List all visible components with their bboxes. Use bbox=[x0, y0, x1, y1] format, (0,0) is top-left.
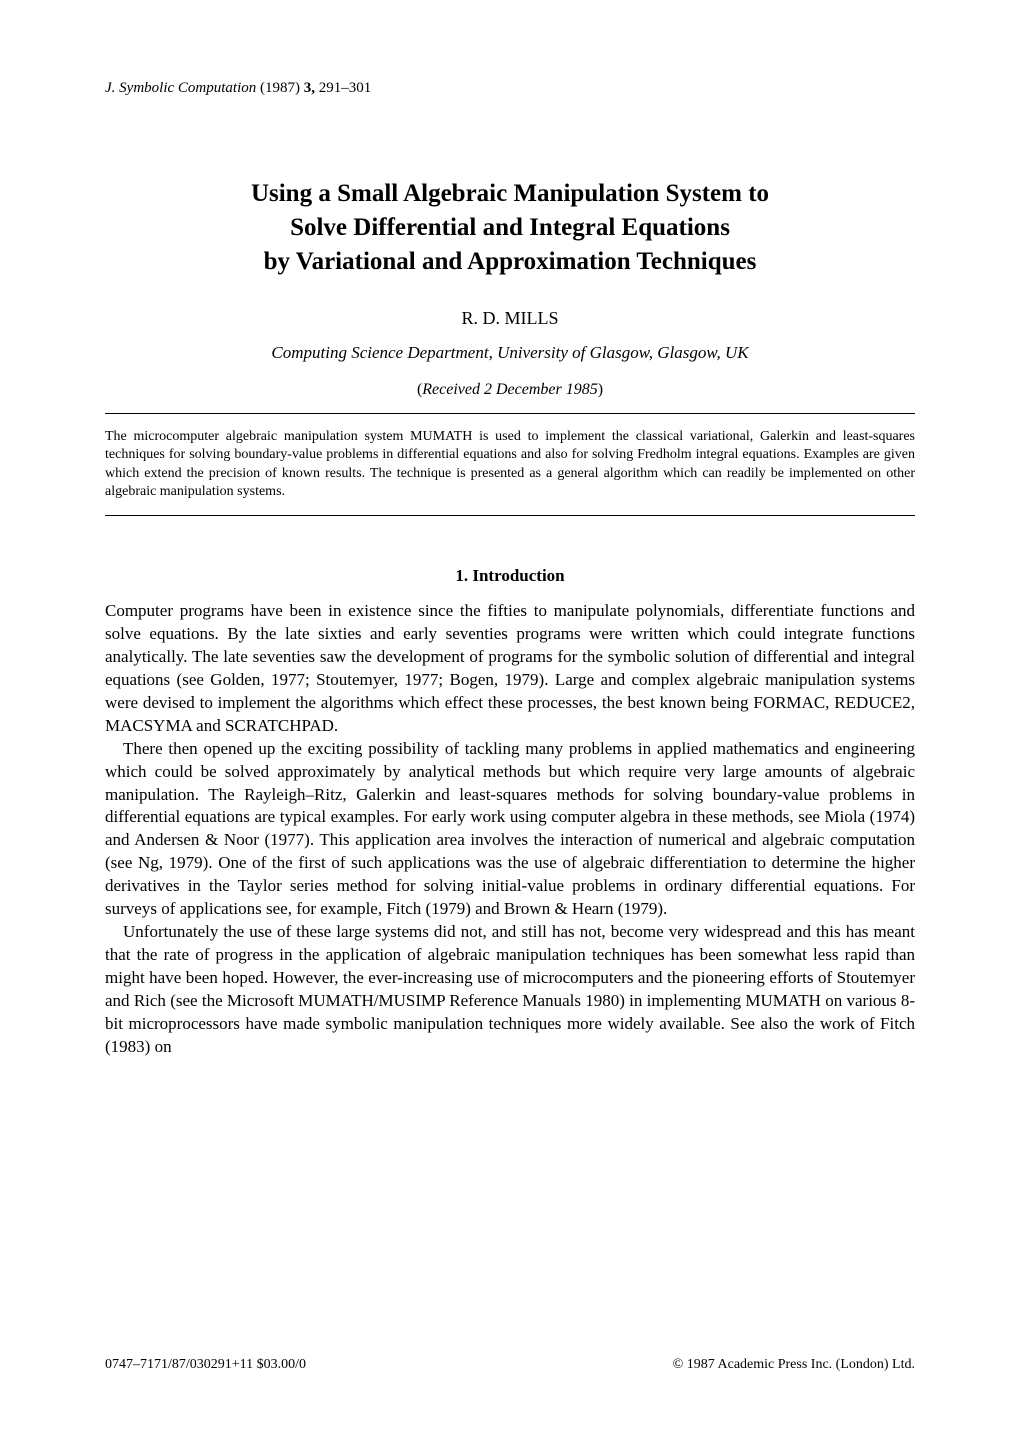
author-name: R. D. MILLS bbox=[105, 308, 915, 329]
page-footer: 0747–7171/87/030291+11 $03.00/0 © 1987 A… bbox=[105, 1357, 915, 1373]
paragraph-1: Computer programs have been in existence… bbox=[105, 600, 915, 738]
title-line-1: Using a Small Algebraic Manipulation Sys… bbox=[251, 180, 769, 207]
paren-close: ) bbox=[598, 381, 603, 398]
received-text: Received 2 December 1985 bbox=[422, 381, 597, 398]
title-line-2: Solve Differential and Integral Equation… bbox=[290, 214, 730, 241]
received-date: (Received 2 December 1985) bbox=[105, 381, 915, 399]
paragraph-3: Unfortunately the use of these large sys… bbox=[105, 921, 915, 1059]
abstract-section: The microcomputer algebraic manipulation… bbox=[105, 413, 915, 516]
footer-right: © 1987 Academic Press Inc. (London) Ltd. bbox=[673, 1357, 915, 1373]
section-heading: 1. Introduction bbox=[105, 566, 915, 586]
paragraph-2: There then opened up the exciting possib… bbox=[105, 738, 915, 922]
title-line-3: by Variational and Approximation Techniq… bbox=[264, 248, 757, 275]
paper-title: Using a Small Algebraic Manipulation Sys… bbox=[105, 177, 915, 278]
journal-year: (1987) bbox=[260, 80, 300, 96]
running-header: J. Symbolic Computation (1987) 3, 291–30… bbox=[105, 80, 915, 97]
abstract-text: The microcomputer algebraic manipulation… bbox=[105, 428, 915, 501]
footer-left: 0747–7171/87/030291+11 $03.00/0 bbox=[105, 1357, 306, 1373]
journal-pages: 291–301 bbox=[319, 80, 372, 96]
paper-page: J. Symbolic Computation (1987) 3, 291–30… bbox=[0, 0, 1020, 1433]
journal-volume: 3, bbox=[304, 80, 315, 96]
author-affiliation: Computing Science Department, University… bbox=[105, 343, 915, 363]
journal-name: J. Symbolic Computation bbox=[105, 80, 256, 96]
